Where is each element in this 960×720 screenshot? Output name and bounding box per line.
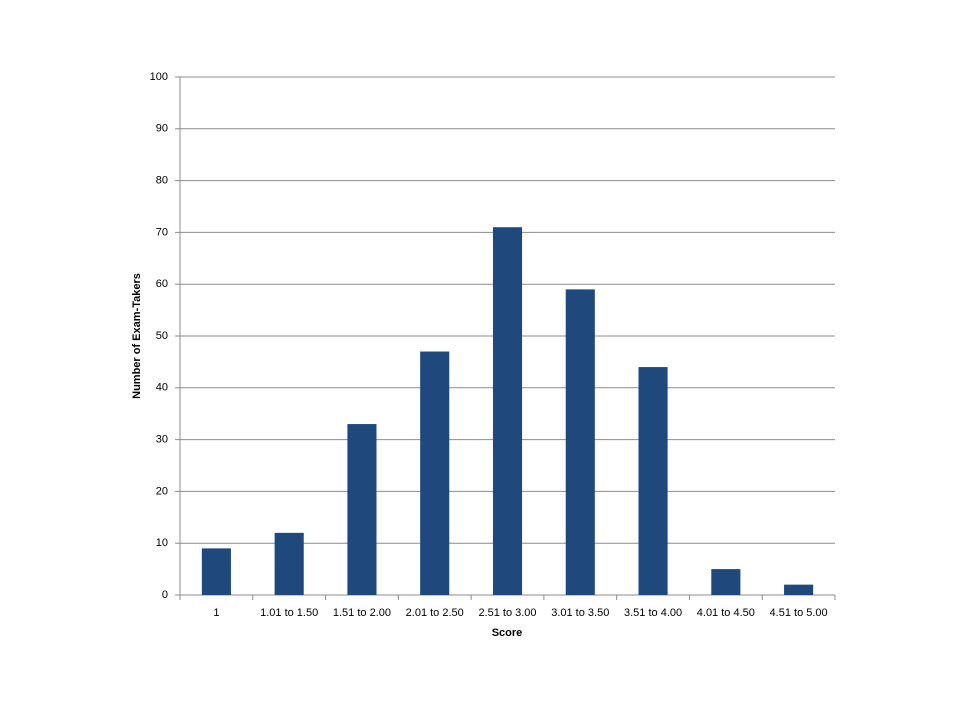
y-tick-label: 0 (162, 589, 168, 601)
y-tick-label: 100 (150, 71, 168, 83)
x-tick-label: 4.51 to 5.00 (770, 607, 828, 619)
y-tick-label: 60 (156, 278, 168, 290)
bar (274, 532, 304, 595)
bar (711, 569, 741, 595)
y-tick-label: 70 (156, 226, 168, 238)
bar (492, 227, 523, 595)
x-tick-label: 1 (213, 607, 219, 619)
y-tick-label: 40 (156, 382, 168, 394)
y-tick-label: 90 (156, 123, 168, 135)
bar (420, 351, 450, 595)
x-axis-title: Score (492, 627, 523, 639)
x-tick-label: 1.51 to 2.00 (333, 607, 391, 619)
x-tick-label: 1.01 to 1.50 (260, 607, 318, 619)
x-tick-label: 3.01 to 3.50 (551, 607, 609, 619)
bar (347, 424, 377, 595)
bar (201, 548, 231, 595)
bar (638, 367, 668, 595)
y-tick-label: 50 (156, 330, 168, 342)
x-tick-label: 2.51 to 3.00 (478, 607, 536, 619)
y-tick-label: 80 (156, 175, 168, 187)
x-tick-label: 2.01 to 2.50 (406, 607, 464, 619)
x-tick-label: 3.51 to 4.00 (624, 607, 682, 619)
x-tick-label: 4.01 to 4.50 (697, 607, 755, 619)
bar (784, 584, 814, 595)
y-tick-label: 10 (156, 537, 168, 549)
bar (565, 289, 595, 595)
y-axis-title: Number of Exam-Takers (131, 273, 143, 399)
y-tick-label: 30 (156, 434, 168, 446)
y-tick-label: 20 (156, 485, 168, 497)
